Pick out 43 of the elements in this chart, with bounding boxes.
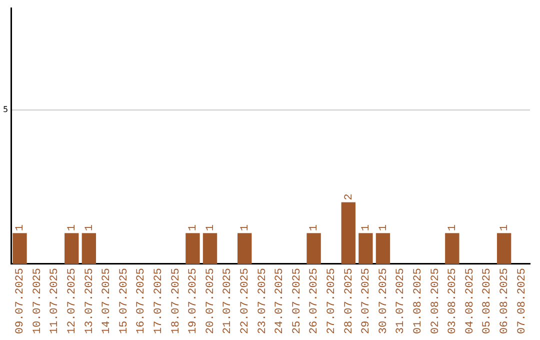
data-label: 1 [204, 224, 217, 232]
x-tick-label: 23.07.2025 [256, 268, 269, 334]
x-tick-label: 26.07.2025 [308, 268, 321, 334]
data-label: 1 [84, 224, 96, 232]
x-tick-label: 15.07.2025 [118, 268, 130, 334]
data-label: 1 [447, 224, 460, 232]
x-tick-label: 05.08.2025 [482, 268, 494, 334]
data-label: 2 [343, 194, 356, 200]
data-label: 1 [498, 224, 511, 232]
x-tick-label: 29.07.2025 [360, 268, 373, 334]
x-tick-label: 11.07.2025 [49, 268, 62, 334]
data-label: 1 [14, 224, 27, 232]
data-label: 1 [240, 224, 252, 232]
data-label: 1 [188, 224, 200, 232]
x-tick-label: 06.08.2025 [498, 268, 511, 334]
x-tick-label: 24.07.2025 [274, 268, 286, 334]
x-tick-label: 18.07.2025 [170, 268, 182, 334]
x-tick-label: 12.07.2025 [66, 268, 79, 334]
x-tick-label: 27.07.2025 [326, 268, 338, 334]
x-tick-label: 28.07.2025 [343, 268, 356, 334]
data-label: 1 [360, 224, 373, 232]
x-tick-label: 01.08.2025 [412, 268, 424, 334]
data-label: 1 [66, 224, 79, 232]
data-label: 1 [378, 224, 390, 232]
x-tick-label: 30.07.2025 [378, 268, 390, 334]
x-tick-label: 25.07.2025 [291, 268, 304, 334]
x-tick-label: 10.07.2025 [32, 268, 44, 334]
data-label: 1 [308, 224, 321, 232]
x-tick-label: 09.07.2025 [14, 268, 27, 334]
x-tick-label: 21.07.2025 [222, 268, 234, 334]
x-tick-label: 07.08.2025 [516, 268, 528, 334]
x-tick-label: 03.08.2025 [447, 268, 460, 334]
y-tick-label: 5 [2, 104, 8, 114]
x-tick-label: 31.07.2025 [395, 268, 408, 334]
x-tick-label: 02.08.2025 [430, 268, 442, 334]
x-tick-label: 20.07.2025 [204, 268, 217, 334]
x-tick-label: 04.08.2025 [464, 268, 476, 334]
x-tick-label: 16.07.2025 [136, 268, 148, 334]
x-tick-label: 13.07.2025 [84, 268, 96, 334]
x-tick-label: 22.07.2025 [240, 268, 252, 334]
x-tick-label: 14.07.2025 [101, 268, 114, 334]
x-tick-label: 17.07.2025 [153, 268, 166, 334]
x-tick-label: 19.07.2025 [188, 268, 200, 334]
